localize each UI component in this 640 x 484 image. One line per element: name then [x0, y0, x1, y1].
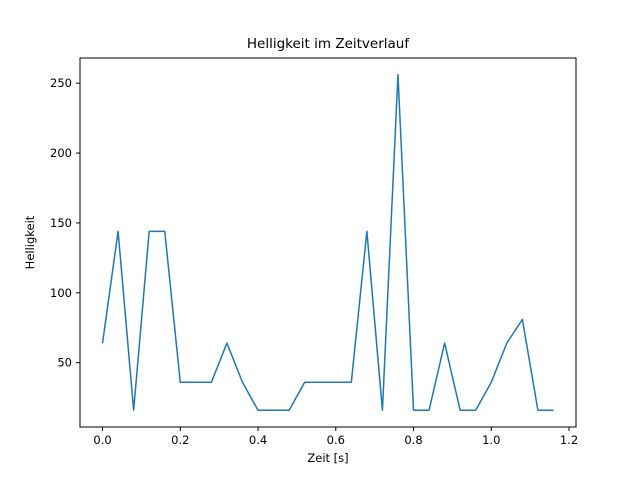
x-tick-label: 0.4: [249, 433, 267, 447]
x-tick-label: 0.8: [404, 433, 422, 447]
x-tick-label: 1.2: [560, 433, 578, 447]
y-tick-label: 100: [50, 286, 72, 300]
chart-title: Helligkeit im Zeitverlauf: [247, 36, 410, 52]
y-tick-label: 250: [50, 76, 72, 90]
axes-spines: [79, 57, 577, 428]
axes-background: [80, 58, 576, 427]
x-tick-label: 1.0: [482, 433, 500, 447]
x-tick-label: 0.2: [171, 433, 189, 447]
x-tick-label: 0.0: [93, 433, 111, 447]
y-tick-label: 200: [50, 146, 72, 160]
x-tick-label: 0.6: [327, 433, 345, 447]
x-axis-ticks: 0.0 0.2 0.4 0.6 0.8 1.0 1.2: [93, 427, 578, 447]
y-tick-label: 50: [57, 356, 72, 370]
y-axis-ticks: 50 100 150 200 250: [50, 76, 80, 370]
x-axis-label: Zeit [s]: [307, 451, 348, 465]
y-axis-label: Helligkeit: [23, 215, 37, 269]
brightness-line-series: [101, 74, 554, 411]
y-tick-label: 150: [50, 216, 72, 230]
